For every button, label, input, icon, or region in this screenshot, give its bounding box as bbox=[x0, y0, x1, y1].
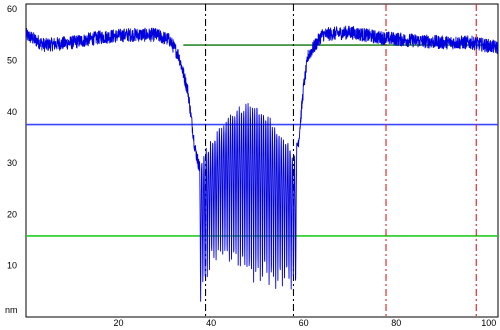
y-tick-label: 30 bbox=[7, 158, 17, 168]
x-tick-label: 40 bbox=[206, 318, 216, 328]
tick-labels: 10 20 30 40 50 60 20 40 60 80 100 bbox=[7, 4, 496, 328]
plot-border bbox=[25, 3, 499, 318]
x-tick-label: 80 bbox=[391, 318, 401, 328]
x-tick-label: 20 bbox=[114, 318, 124, 328]
y-tick-label: 60 bbox=[7, 4, 17, 14]
series-layer bbox=[26, 25, 498, 302]
y-tick-label: 40 bbox=[7, 107, 17, 117]
x-tick-label: 60 bbox=[299, 318, 309, 328]
y-tick-label: 50 bbox=[7, 55, 17, 65]
plot-frame bbox=[25, 3, 499, 318]
x-tick-label: 100 bbox=[481, 318, 496, 328]
y-tick-label: 10 bbox=[7, 261, 17, 271]
y-axis-unit-label: nm bbox=[5, 305, 18, 315]
y-tick-label: 20 bbox=[7, 209, 17, 219]
signal-series-line-0 bbox=[26, 25, 498, 302]
